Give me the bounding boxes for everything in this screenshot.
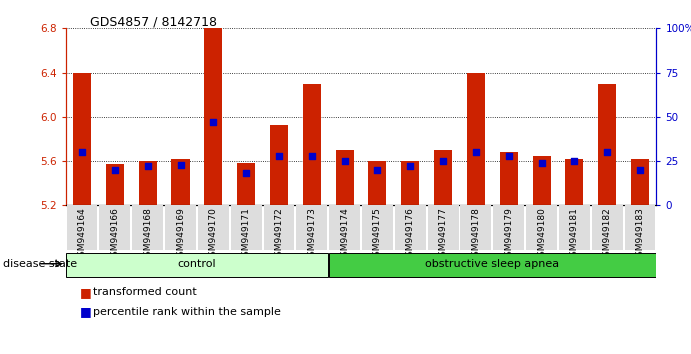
Text: GSM949173: GSM949173 — [307, 207, 316, 262]
FancyBboxPatch shape — [526, 205, 557, 250]
FancyBboxPatch shape — [66, 205, 97, 250]
Text: GSM949166: GSM949166 — [111, 207, 120, 262]
FancyBboxPatch shape — [198, 205, 229, 250]
Point — [208, 119, 219, 125]
Text: ■: ■ — [79, 305, 91, 318]
Text: GSM949169: GSM949169 — [176, 207, 185, 262]
Bar — [368, 161, 386, 205]
Bar — [631, 159, 649, 205]
Point — [372, 167, 383, 173]
Text: GSM949183: GSM949183 — [636, 207, 645, 262]
FancyBboxPatch shape — [362, 205, 393, 250]
Bar — [336, 150, 354, 205]
FancyBboxPatch shape — [460, 205, 491, 250]
Text: GSM949164: GSM949164 — [77, 207, 86, 262]
Bar — [401, 161, 419, 205]
Text: GSM949168: GSM949168 — [143, 207, 152, 262]
Text: GSM949182: GSM949182 — [603, 207, 612, 262]
FancyBboxPatch shape — [493, 205, 524, 250]
FancyBboxPatch shape — [165, 205, 196, 250]
FancyBboxPatch shape — [395, 205, 426, 250]
Bar — [106, 164, 124, 205]
Text: percentile rank within the sample: percentile rank within the sample — [93, 307, 281, 316]
FancyBboxPatch shape — [625, 205, 656, 250]
Bar — [139, 161, 157, 205]
Bar — [467, 73, 485, 205]
FancyBboxPatch shape — [329, 253, 656, 276]
Text: GSM949181: GSM949181 — [570, 207, 579, 262]
Text: control: control — [178, 259, 216, 269]
FancyBboxPatch shape — [559, 205, 590, 250]
Bar — [237, 163, 255, 205]
Point — [77, 149, 88, 155]
Point — [175, 162, 186, 167]
Text: obstructive sleep apnea: obstructive sleep apnea — [425, 259, 560, 269]
Bar — [205, 28, 223, 205]
Bar — [565, 159, 583, 205]
Text: GSM949175: GSM949175 — [373, 207, 382, 262]
Text: GDS4857 / 8142718: GDS4857 / 8142718 — [90, 16, 217, 29]
Point — [536, 160, 547, 166]
Bar — [598, 84, 616, 205]
Point — [240, 171, 252, 176]
Text: GSM949177: GSM949177 — [439, 207, 448, 262]
Text: GSM949178: GSM949178 — [471, 207, 480, 262]
Bar — [270, 125, 288, 205]
FancyBboxPatch shape — [263, 205, 294, 250]
FancyBboxPatch shape — [231, 205, 262, 250]
FancyBboxPatch shape — [329, 205, 360, 250]
Bar — [303, 84, 321, 205]
FancyBboxPatch shape — [591, 205, 623, 250]
Text: GSM949174: GSM949174 — [340, 207, 349, 262]
Text: GSM949172: GSM949172 — [274, 207, 283, 262]
Text: disease state: disease state — [3, 259, 77, 269]
Point — [274, 153, 285, 159]
Text: ■: ■ — [79, 286, 91, 298]
Point — [503, 153, 514, 159]
Point — [471, 149, 482, 155]
Point — [437, 158, 448, 164]
Text: transformed count: transformed count — [93, 287, 197, 297]
Bar — [434, 150, 452, 205]
FancyBboxPatch shape — [296, 205, 328, 250]
Point — [569, 158, 580, 164]
Text: GSM949180: GSM949180 — [537, 207, 546, 262]
FancyBboxPatch shape — [66, 253, 328, 276]
FancyBboxPatch shape — [100, 205, 131, 250]
Text: GSM949179: GSM949179 — [504, 207, 513, 262]
FancyBboxPatch shape — [132, 205, 163, 250]
Point — [339, 158, 350, 164]
Bar — [500, 152, 518, 205]
Point — [109, 167, 120, 173]
Point — [405, 164, 416, 169]
Bar — [73, 73, 91, 205]
Point — [306, 153, 317, 159]
Bar — [171, 159, 189, 205]
Text: GSM949170: GSM949170 — [209, 207, 218, 262]
Bar — [533, 155, 551, 205]
Text: GSM949171: GSM949171 — [242, 207, 251, 262]
Text: GSM949176: GSM949176 — [406, 207, 415, 262]
FancyBboxPatch shape — [428, 205, 459, 250]
Point — [142, 164, 153, 169]
Point — [602, 149, 613, 155]
Point — [634, 167, 645, 173]
